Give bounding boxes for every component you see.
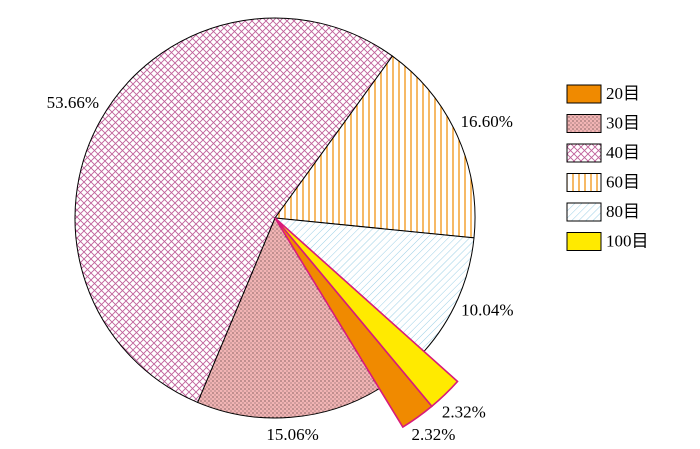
data-label: 2.32% <box>442 403 486 422</box>
data-label: 10.04% <box>461 300 513 319</box>
data-label: 53.66% <box>47 93 99 112</box>
legend-label: 40目 <box>606 143 640 162</box>
legend-swatch <box>566 232 602 251</box>
pie-slice <box>274 217 459 408</box>
legend-swatch <box>566 143 602 163</box>
legend-label: 20目 <box>606 84 640 103</box>
legend-label: 100目 <box>606 231 649 250</box>
data-label: 16.60% <box>460 112 512 131</box>
legend-swatch <box>566 202 602 222</box>
legend-swatch <box>566 84 602 104</box>
legend-label: 30目 <box>606 113 640 132</box>
data-label: 15.06% <box>266 425 318 444</box>
legend-swatch <box>566 114 602 133</box>
pie-slice <box>273 217 475 353</box>
legend-label: 60目 <box>606 172 640 191</box>
pie-slice <box>74 17 394 404</box>
pie-slice <box>196 216 381 419</box>
legend-swatch <box>566 173 602 192</box>
data-label: 2.32% <box>411 425 455 444</box>
legend-label: 80目 <box>606 202 640 221</box>
pie-slice <box>274 55 476 239</box>
